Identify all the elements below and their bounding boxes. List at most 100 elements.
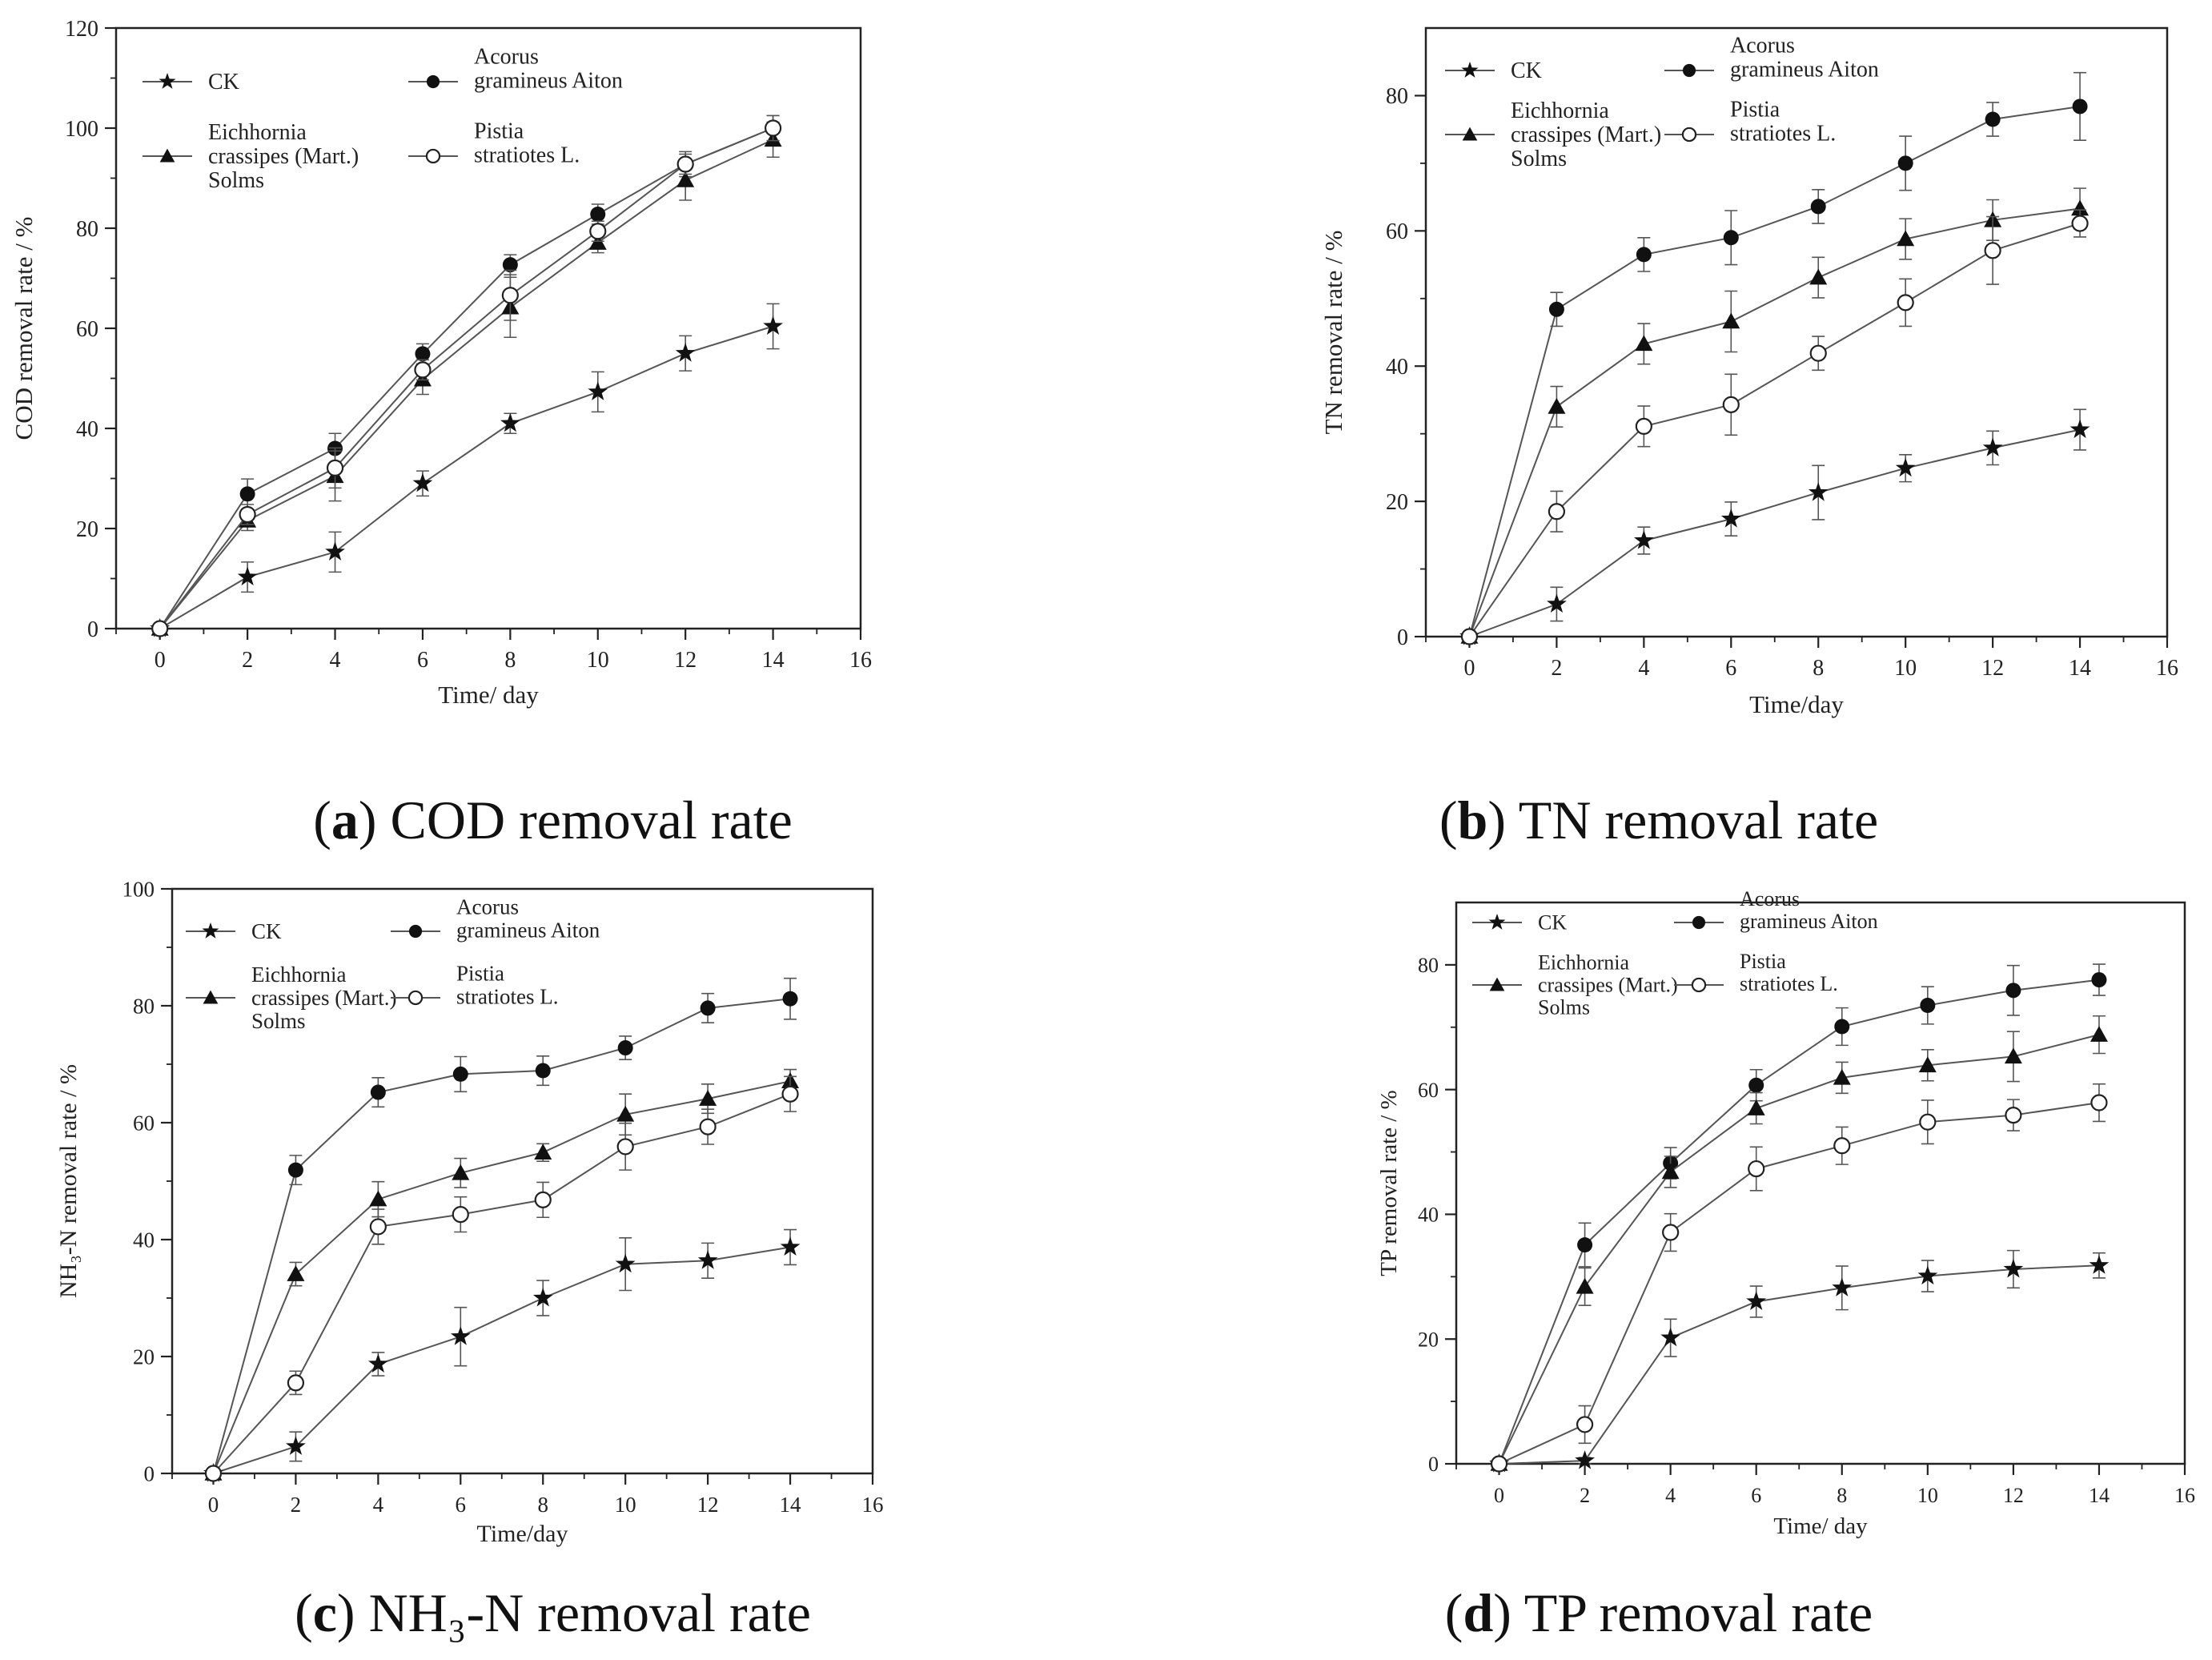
cod-plot-frame bbox=[114, 26, 862, 630]
nh3n-data-point bbox=[699, 1090, 717, 1106]
cod-data-point bbox=[500, 412, 520, 432]
caption-text: COD removal rate bbox=[390, 790, 793, 850]
cod-x-tick-label: 6 bbox=[417, 648, 428, 673]
tp-x-tick-label: 10 bbox=[1917, 1484, 1938, 1507]
nh3n-x-tick-label: 10 bbox=[615, 1493, 636, 1517]
tn-data-point bbox=[1985, 111, 2001, 127]
cod-data-point bbox=[589, 223, 607, 240]
tp-x-axis-label: Time/ day bbox=[1773, 1513, 1868, 1539]
cod-data-point bbox=[676, 171, 695, 187]
chart-nh3n-svg: 0 2 4 6 8 10 12 14 16 0 20 40 60 80 100 Time/day NH₃-N r… bbox=[55, 877, 884, 1547]
nh3n-series-line bbox=[212, 1093, 791, 1474]
nh3n-data-point bbox=[617, 1040, 633, 1056]
cod-legend-marker bbox=[159, 148, 175, 163]
cod-series-line bbox=[159, 127, 773, 629]
tn-series-line bbox=[1468, 106, 2081, 637]
cod-legend-label-line: Solms bbox=[208, 168, 264, 193]
tp-legend-label-line: CK bbox=[1538, 911, 1567, 935]
nh3n-series-line bbox=[213, 1246, 791, 1474]
caption-text: NH₃-N removal rate bbox=[368, 1582, 811, 1643]
tp-data-point bbox=[1919, 1113, 1937, 1131]
chart-panel-tp: 0 2 4 6 8 10 12 14 16 0 20 40 60 80 Time/ day TP remova… bbox=[1106, 857, 2212, 1660]
nh3n-data-point bbox=[534, 1191, 552, 1208]
tp-legend-label: CK bbox=[1538, 911, 1567, 935]
tn-x-tick-label: 14 bbox=[2069, 656, 2091, 681]
cod-data-point bbox=[151, 620, 169, 637]
nh3n-x-tick-label: 12 bbox=[697, 1493, 719, 1517]
nh3n-legend-label: CK bbox=[251, 919, 282, 943]
tn-data-point bbox=[1548, 503, 1566, 521]
tn-data-point bbox=[1547, 593, 1567, 613]
cod-legend-marker bbox=[159, 73, 176, 89]
tp-data-point bbox=[2090, 1026, 2108, 1042]
tn-legend-label-line: stratiotes L. bbox=[1730, 122, 1836, 147]
tn-data-point bbox=[1634, 530, 1654, 549]
tp-data-point bbox=[1918, 1056, 1937, 1073]
tp-x-tick-label: 6 bbox=[1751, 1484, 1761, 1507]
nh3n-x-tick-label: 6 bbox=[456, 1493, 467, 1517]
nh3n-data-point bbox=[204, 1465, 223, 1482]
cod-data-point bbox=[414, 361, 432, 379]
nh3n-x-tick-label: 0 bbox=[208, 1493, 219, 1517]
tp-data-point bbox=[2003, 1259, 2024, 1278]
cod-data-point bbox=[412, 472, 433, 492]
caption-text: TN removal rate bbox=[1518, 790, 1879, 850]
caption-text: TP removal rate bbox=[1524, 1582, 1873, 1643]
tn-data-point bbox=[1460, 628, 1479, 645]
tp-series-line bbox=[1498, 1034, 2100, 1465]
tn-legend-label-line: crassipes (Mart.) bbox=[1511, 123, 1661, 147]
tp-data-point bbox=[1661, 1163, 1680, 1180]
nh3n-series-line bbox=[212, 1080, 791, 1474]
tp-series-0 bbox=[1489, 1249, 2110, 1473]
nh3n-legend-item: Acorus gramineus Aiton bbox=[391, 894, 600, 942]
tp-y-tick-label: 20 bbox=[1418, 1328, 1439, 1351]
cod-x-tick-label: 0 bbox=[155, 648, 166, 673]
nh3n-data-point bbox=[286, 1436, 306, 1455]
tn-series-3 bbox=[1460, 209, 2089, 645]
tn-data-point bbox=[1897, 230, 1915, 247]
tp-data-point bbox=[2005, 983, 2021, 999]
cod-legend-item: CK bbox=[143, 70, 239, 94]
tn-legend-item: CK bbox=[1445, 58, 1542, 83]
cod-y-tick-label: 80 bbox=[76, 217, 98, 242]
tn-legend-marker bbox=[1681, 127, 1697, 143]
tn-legend-label-line: gramineus Aiton bbox=[1730, 58, 1879, 82]
cod-series-line bbox=[159, 139, 774, 629]
nh3n-legend-item: Pistia stratiotes L. bbox=[391, 961, 558, 1008]
tp-data-point bbox=[1833, 1068, 1851, 1085]
tp-data-point bbox=[1747, 1099, 1765, 1115]
tn-data-point bbox=[1895, 457, 1916, 477]
nh3n-data-point bbox=[616, 1105, 635, 1122]
tp-data-point bbox=[2091, 972, 2107, 988]
tn-data-point bbox=[2072, 98, 2088, 115]
cod-series-1 bbox=[152, 115, 781, 637]
nh3n-data-point bbox=[369, 1218, 387, 1236]
cod-x-tick-label: 8 bbox=[504, 648, 516, 673]
nh3n-y-tick-label: 40 bbox=[133, 1228, 155, 1252]
tn-y-axis-label: TN removal rate / % bbox=[1319, 231, 1347, 435]
nh3n-data-point bbox=[452, 1164, 470, 1180]
nh3n-series-3 bbox=[204, 1075, 799, 1482]
cod-data-point bbox=[501, 287, 519, 304]
nh3n-legend-label-line: Pistia bbox=[456, 961, 504, 985]
tp-data-point bbox=[1746, 1291, 1767, 1310]
nh3n-y-tick-label: 60 bbox=[133, 1111, 155, 1135]
nh3n-x-axis-label: Time/day bbox=[477, 1521, 568, 1547]
tp-x-tick-label: 12 bbox=[2003, 1484, 2024, 1507]
cod-legend: CK Acorus gramineus Aiton Eichhornia crassip… bbox=[143, 45, 623, 193]
cod-legend-marker bbox=[425, 148, 441, 164]
cod-data-point bbox=[239, 486, 255, 502]
nh3n-legend-marker bbox=[408, 924, 423, 939]
caption-letter: d bbox=[1463, 1582, 1494, 1643]
cod-legend-item: Pistia stratiotes L. bbox=[408, 119, 580, 168]
tp-series-line bbox=[1499, 1264, 2099, 1465]
cod-legend-label-line: Eichhornia bbox=[208, 120, 307, 145]
tp-y-tick-label: 60 bbox=[1418, 1079, 1439, 1102]
tp-series-line bbox=[1499, 1102, 2100, 1465]
nh3n-data-point bbox=[368, 1353, 388, 1373]
cod-series-2 bbox=[151, 121, 782, 636]
nh3n-y-tick-label: 20 bbox=[133, 1344, 155, 1369]
tn-legend-label-line: CK bbox=[1511, 58, 1542, 83]
tn-legend-label: Pistia stratiotes L. bbox=[1730, 98, 1836, 147]
tn-x-tick-label: 2 bbox=[1551, 656, 1562, 681]
